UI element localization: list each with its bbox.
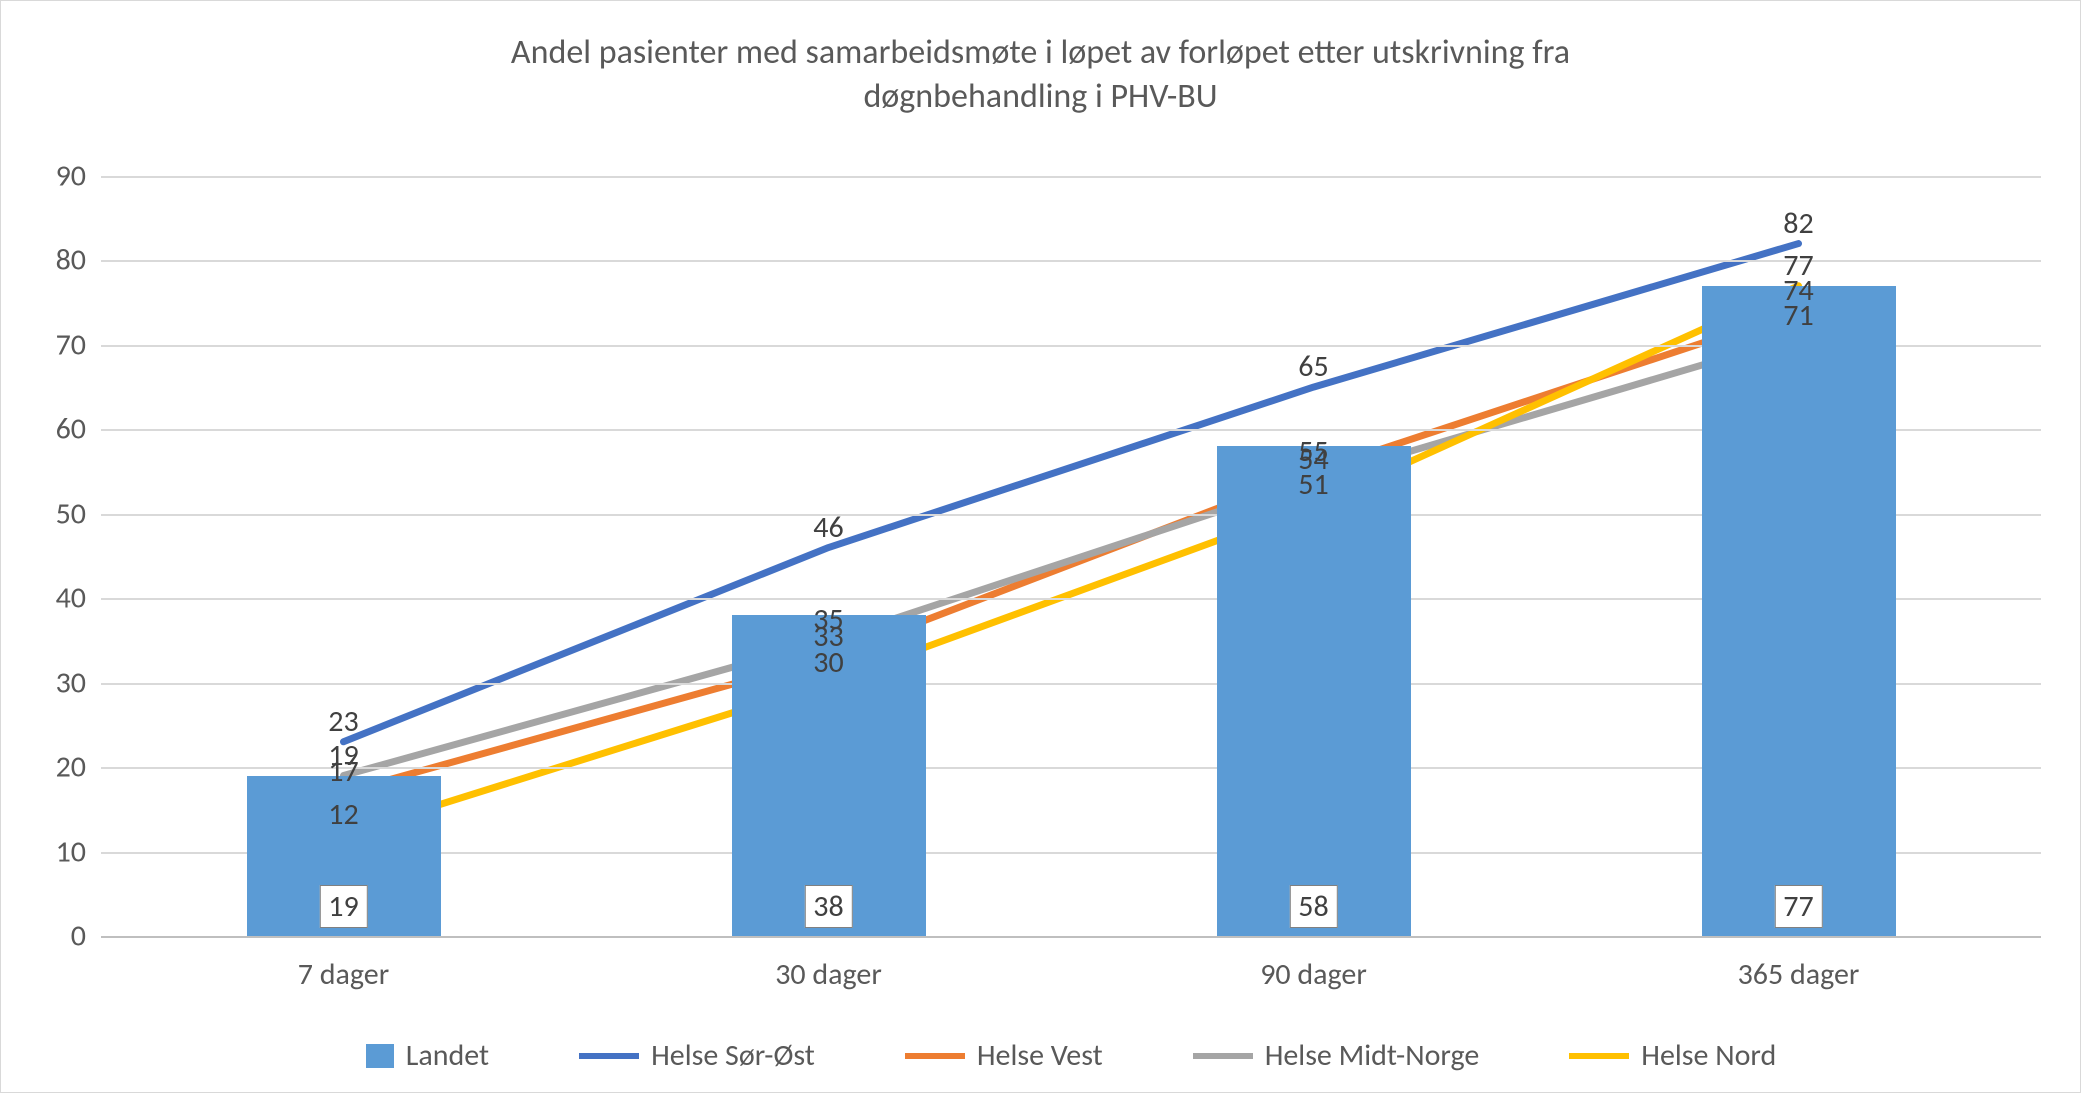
y-tick-label: 10 bbox=[26, 833, 86, 870]
y-tick-label: 90 bbox=[26, 158, 86, 195]
gridline bbox=[101, 176, 2041, 178]
line-value-label: 71 bbox=[1783, 297, 1813, 334]
legend-item: Helse Sør-Øst bbox=[579, 1037, 815, 1074]
category-label: 90 dager bbox=[1260, 956, 1367, 993]
legend-swatch-line bbox=[905, 1053, 965, 1059]
bar-value-box: 58 bbox=[1289, 885, 1337, 928]
legend-item: Helse Midt-Norge bbox=[1193, 1037, 1480, 1074]
y-tick-label: 60 bbox=[26, 411, 86, 448]
bar-value-box: 77 bbox=[1774, 885, 1822, 928]
y-tick-label: 20 bbox=[26, 749, 86, 786]
bar bbox=[1702, 286, 1896, 936]
bar bbox=[1217, 446, 1411, 936]
line-value-label: 65 bbox=[1298, 348, 1328, 385]
title-line-1: Andel pasienter med samarbeidsmøte i løp… bbox=[511, 32, 1570, 73]
series-line bbox=[344, 244, 1799, 742]
y-tick-label: 80 bbox=[26, 242, 86, 279]
plot-area: 0102030405060708090197 dager3830 dager58… bbox=[101, 176, 2041, 936]
legend-swatch-bar bbox=[366, 1044, 394, 1068]
line-value-label: 30 bbox=[813, 644, 843, 681]
series-line bbox=[344, 336, 1799, 775]
category-label: 365 dager bbox=[1738, 956, 1860, 993]
y-tick-label: 40 bbox=[26, 580, 86, 617]
legend-swatch-line bbox=[579, 1053, 639, 1059]
line-value-label: 23 bbox=[328, 703, 358, 740]
line-value-label: 17 bbox=[328, 753, 358, 790]
y-tick-label: 50 bbox=[26, 495, 86, 532]
legend-swatch-line bbox=[1193, 1053, 1253, 1059]
legend: Landet Helse Sør-Øst Helse Vest Helse Midt-… bbox=[101, 1037, 2041, 1074]
bar-value-box: 19 bbox=[319, 885, 367, 928]
legend-swatch-line bbox=[1569, 1053, 1629, 1059]
chart-title: Andel pasienter med samarbeidsmøte i løp… bbox=[91, 31, 1990, 119]
y-tick-label: 0 bbox=[26, 918, 86, 955]
legend-item: Helse Nord bbox=[1569, 1037, 1776, 1074]
title-line-2: døgnbehandling i PHV-BU bbox=[863, 76, 1217, 117]
bar-value-box: 38 bbox=[804, 885, 852, 928]
line-value-label: 46 bbox=[813, 509, 843, 546]
legend-label: Helse Midt-Norge bbox=[1265, 1037, 1480, 1074]
category-label: 7 dager bbox=[298, 956, 389, 993]
legend-label: Helse Sør-Øst bbox=[651, 1037, 815, 1074]
category-label: 30 dager bbox=[775, 956, 882, 993]
gridline bbox=[101, 260, 2041, 262]
gridline bbox=[101, 936, 2041, 938]
legend-label: Landet bbox=[406, 1037, 489, 1074]
y-tick-label: 70 bbox=[26, 326, 86, 363]
y-tick-label: 30 bbox=[26, 664, 86, 701]
legend-item: Helse Vest bbox=[905, 1037, 1103, 1074]
legend-item: Landet bbox=[366, 1037, 489, 1074]
line-value-label: 82 bbox=[1783, 205, 1813, 242]
line-value-label: 12 bbox=[328, 796, 358, 833]
line-value-label: 51 bbox=[1298, 466, 1328, 503]
legend-label: Helse Nord bbox=[1641, 1037, 1776, 1074]
chart-container: Andel pasienter med samarbeidsmøte i løp… bbox=[0, 0, 2081, 1093]
legend-label: Helse Vest bbox=[977, 1037, 1103, 1074]
